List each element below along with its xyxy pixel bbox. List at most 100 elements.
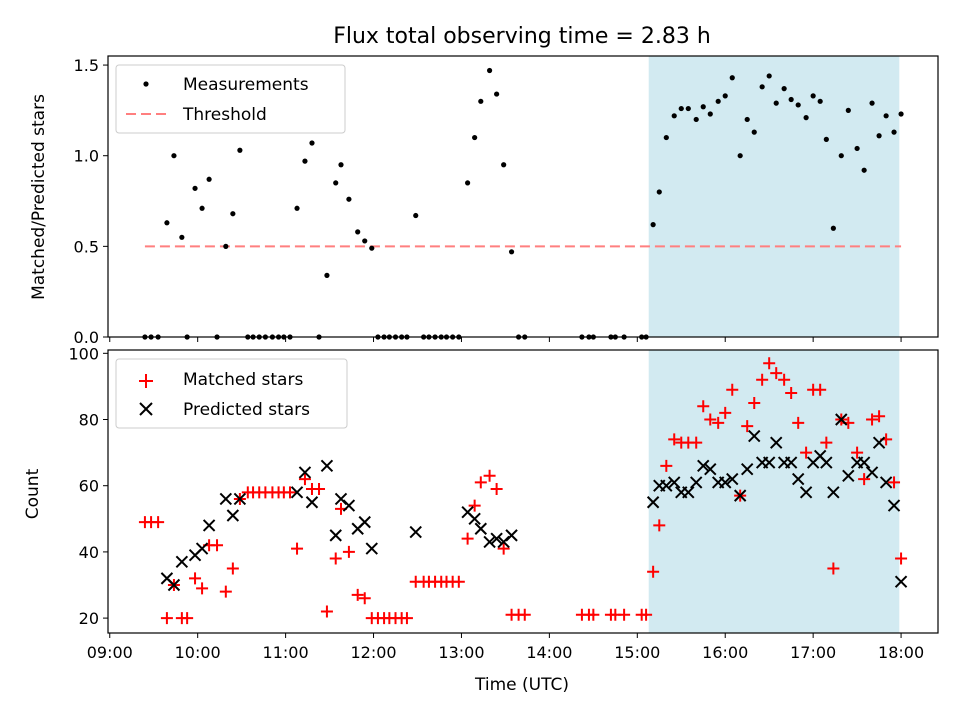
measurement-point (810, 93, 816, 99)
top-y-tick-label: 0.0 (74, 328, 99, 347)
bottom-y-tick-label: 20 (79, 609, 99, 628)
bottom-y-tick-label: 100 (68, 344, 99, 363)
measurement-point (192, 185, 198, 191)
matched-star-point (461, 532, 474, 545)
matched-star-point (587, 608, 600, 621)
predicted-star-point (320, 459, 334, 473)
predicted-star-point (704, 462, 717, 476)
matched-star-point (858, 473, 871, 486)
bottom-x-tick-label: 11:00 (263, 643, 309, 662)
measurement-point (223, 243, 229, 249)
predicted-star-point (733, 489, 747, 502)
matched-star-point (452, 575, 465, 588)
measurement-point (413, 212, 419, 219)
predicted-star-point (726, 472, 739, 486)
predicted-star-point (290, 486, 304, 499)
measurement-point (478, 98, 484, 104)
measurement-point (472, 134, 478, 141)
matched-star-point (152, 516, 165, 529)
measurement-point (891, 129, 897, 135)
legend-measurements-label: Measurements (183, 75, 309, 95)
predicted-star-point (195, 542, 209, 555)
matched-star-point (704, 413, 717, 426)
measurement-point (751, 129, 757, 135)
predicted-star-point (887, 499, 901, 512)
x-axis-label: Time (UTC) (474, 675, 569, 695)
ratio-panel: 0.0 0.5 1.0 1.5 Matched/Predicted stars Mea… (29, 55, 939, 347)
measurement-point (830, 225, 836, 231)
matched-star-point (770, 367, 783, 380)
predicted-star-point (409, 525, 422, 539)
predicted-star-point (329, 529, 342, 542)
measurement-point (854, 145, 860, 152)
measurement-point (179, 234, 185, 240)
matched-star-point (291, 542, 304, 555)
matched-star-point (400, 612, 413, 625)
matched-star-point (712, 416, 725, 429)
bottom-x-tick-label: 10:00 (175, 643, 221, 662)
matched-star-point (618, 608, 631, 621)
measurement-point (294, 205, 300, 211)
measurement-point (845, 107, 851, 113)
matched-star-point (497, 542, 510, 555)
predicted-star-point (668, 476, 681, 489)
measurement-point (883, 113, 889, 119)
count-panel: 20 40 60 80 100 09:00 10:00 11:00 12:00 13:00 14:… (23, 344, 939, 695)
predicted-star-point (770, 436, 783, 449)
bottom-y-axis-label: Count (23, 468, 43, 519)
measurement-point (362, 238, 368, 244)
measurement-point (678, 105, 684, 112)
measurement-point (494, 91, 500, 97)
matched-star-point (827, 562, 840, 575)
top-axes-frame (107, 55, 939, 338)
matched-star-point (342, 545, 355, 558)
bottom-x-tick-label: 14:00 (526, 643, 572, 662)
measurement-point (759, 84, 765, 90)
measurement-point (508, 249, 515, 255)
matched-star-point (358, 592, 371, 605)
matched-star-point (653, 519, 666, 532)
measurement-point (346, 196, 352, 202)
measurement-point (333, 180, 339, 186)
predicted-stars-series (160, 413, 908, 592)
legend-measurement-dot (143, 81, 149, 87)
measurement-point (355, 229, 361, 235)
measurement-point (722, 93, 728, 99)
bottom-x-axis: 09:00 10:00 11:00 12:00 13:00 14:00 15:00 16:00… (87, 633, 924, 662)
bottom-x-tick-label: 13:00 (438, 643, 484, 662)
predicted-star-point (342, 499, 356, 512)
matched-star-point (748, 396, 761, 409)
predicted-star-point (835, 413, 848, 426)
bottom-y-tick-label: 40 (79, 543, 99, 562)
predicted-star-point (202, 519, 216, 532)
predicted-star-point (784, 456, 798, 469)
top-y-tick-label: 1.0 (74, 147, 99, 166)
matched-star-point (483, 469, 496, 482)
chart-title: Flux total observing time = 2.83 h (333, 24, 711, 49)
predicted-star-point (762, 456, 776, 469)
bottom-x-tick-label: 12:00 (350, 643, 396, 662)
measurements-series (142, 67, 904, 340)
predicted-star-point (474, 522, 488, 535)
bottom-y-axis: 20 40 60 80 100 (68, 344, 108, 628)
matched-star-point (189, 572, 202, 585)
predicted-star-point (894, 575, 908, 588)
matched-star-point (690, 436, 703, 449)
predicted-star-point (842, 469, 855, 482)
bottom-x-tick-label: 18:00 (878, 643, 924, 662)
matched-star-point (320, 605, 333, 618)
matched-star-point (756, 373, 769, 386)
measurement-point (869, 100, 875, 106)
top-legend: Measurements Threshold (115, 64, 346, 134)
measurement-point (729, 75, 735, 81)
predicted-star-point (857, 456, 871, 469)
predicted-star-point (690, 476, 703, 489)
top-y-tick-label: 0.5 (74, 237, 99, 256)
matched-star-point (640, 608, 653, 621)
measurement-point (693, 116, 699, 123)
predicted-star-point (799, 486, 813, 499)
predicted-star-point (791, 472, 805, 486)
predicted-star-point (167, 578, 181, 592)
measurement-point (876, 133, 882, 139)
measurement-point (164, 220, 170, 226)
